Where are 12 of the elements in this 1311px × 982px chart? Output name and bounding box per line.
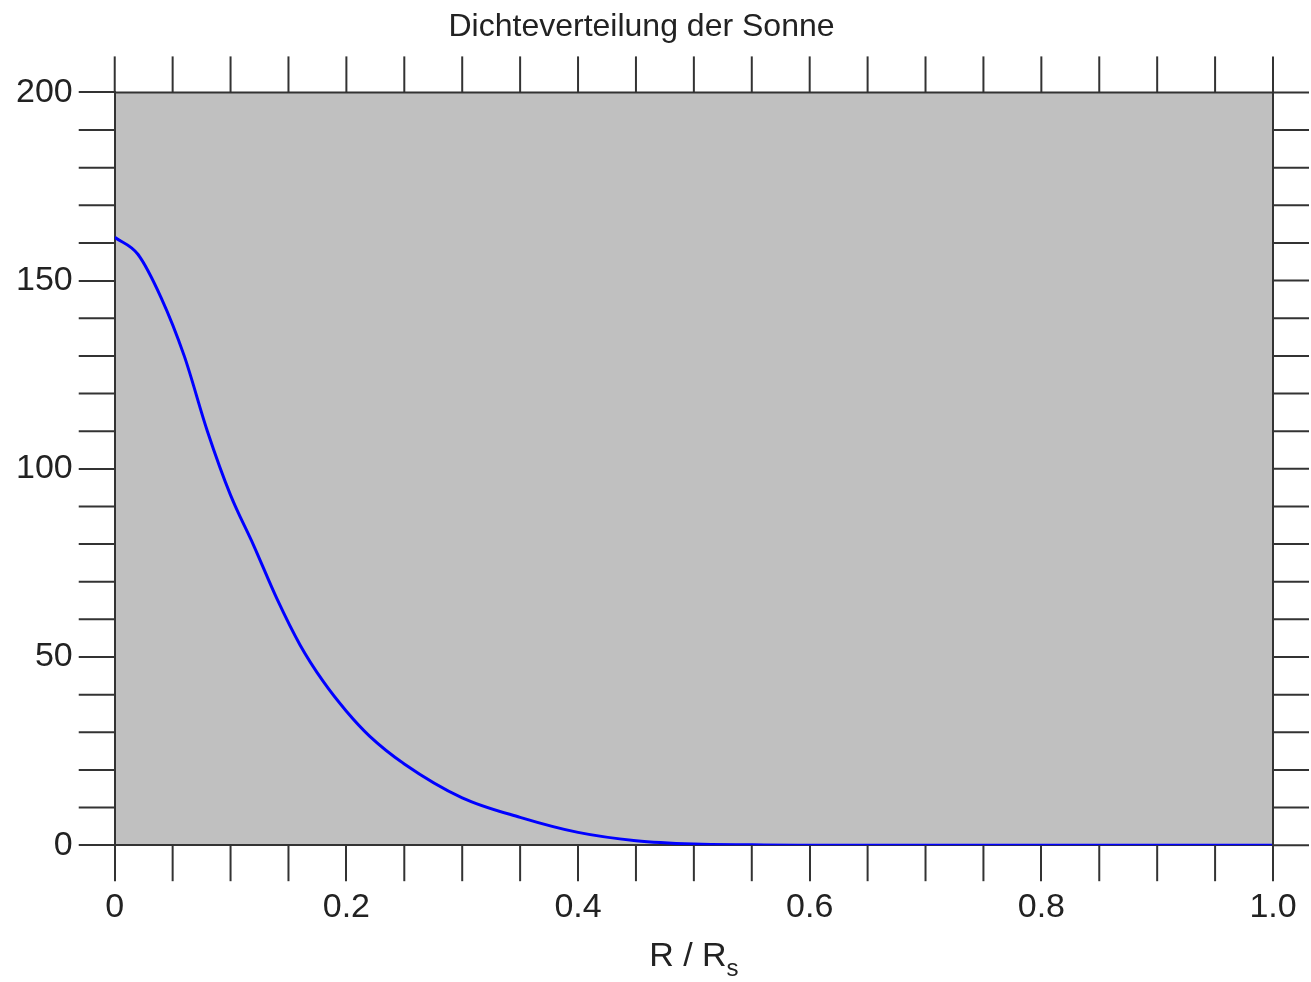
x-tick-label: 1.0: [1249, 885, 1297, 924]
x-tick-label: 0: [105, 885, 125, 924]
y-tick-label: 0: [53, 823, 73, 862]
x-tick-label: 0.4: [554, 885, 602, 924]
x-tick-label: 0.2: [322, 885, 371, 924]
y-tick-label: 200: [15, 70, 73, 109]
x-tick-label: 0.8: [1017, 885, 1065, 924]
chart-title: Dichteverteilung der Sonne: [448, 7, 835, 44]
y-tick-label: 100: [15, 447, 73, 486]
y-tick-label: 150: [15, 258, 73, 297]
x-tick-label: 0.6: [786, 885, 834, 924]
y-tick-label: 50: [34, 635, 73, 674]
